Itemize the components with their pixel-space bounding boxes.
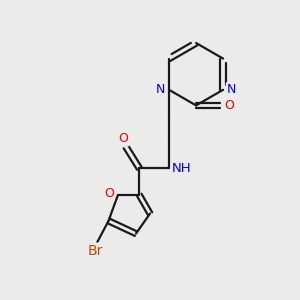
Text: N: N (227, 83, 236, 96)
Text: N: N (156, 83, 165, 96)
Text: Br: Br (88, 244, 103, 258)
Text: NH: NH (172, 162, 191, 175)
Text: O: O (224, 99, 234, 112)
Text: O: O (104, 187, 114, 200)
Text: O: O (118, 132, 128, 146)
